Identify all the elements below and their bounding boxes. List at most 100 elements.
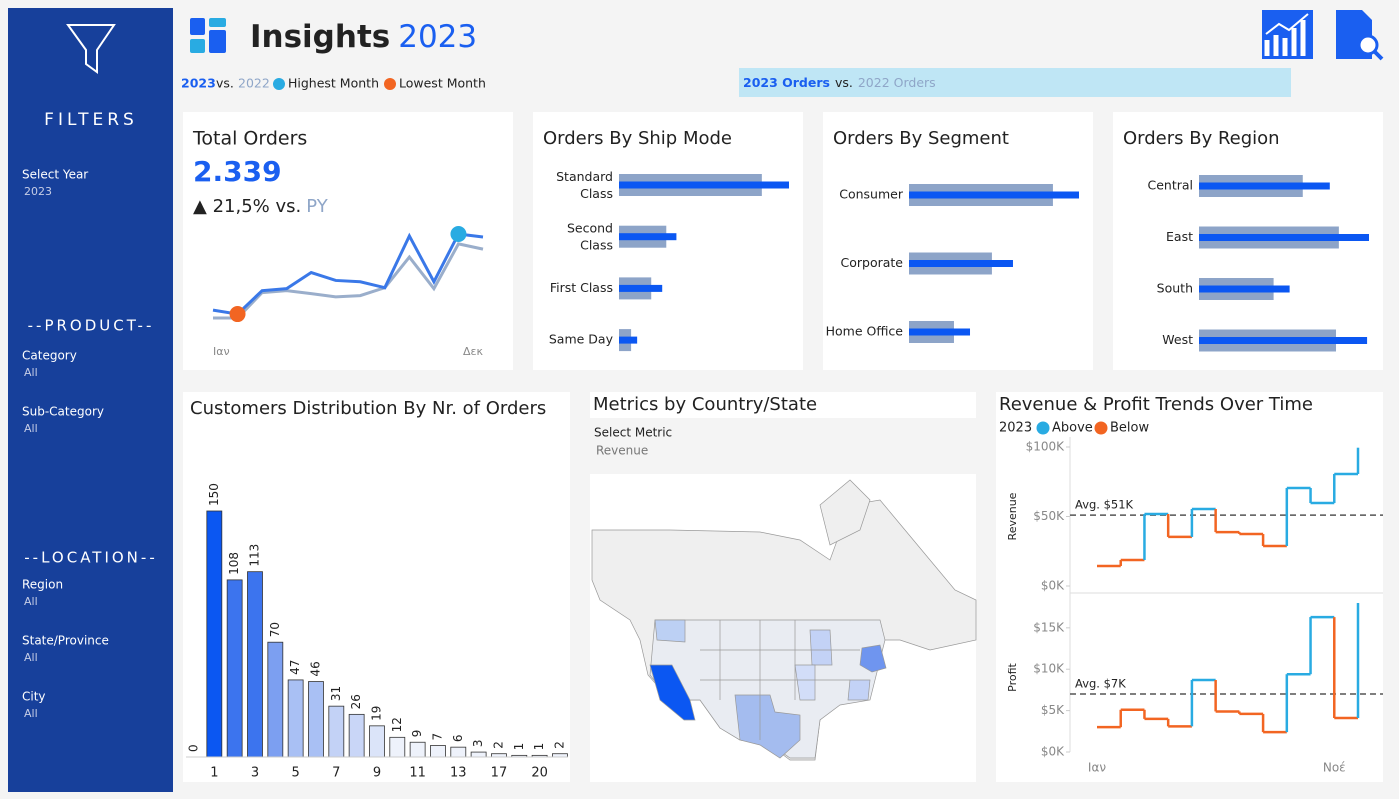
legend-label: Below [1110,421,1149,436]
sidebar: FILTERS Select Year 2023 --PRODUCT-- Cat… [8,8,173,792]
filter-icon [66,24,116,74]
x-tick-label: 7 [332,766,340,781]
bar-current [1199,337,1368,344]
avg-label: Avg. $51K [1075,498,1134,512]
legend-dot [384,78,396,90]
x-tick-label: Ιαν [1088,761,1106,775]
legend-vs: vs. [835,75,853,90]
value-label: 113 [247,544,261,567]
filter-label: Sub-Category [22,405,104,419]
bar [267,641,284,758]
select-label: Select Metric [594,426,672,440]
category-label: East [1166,229,1193,244]
chart-title: Orders By Ship Mode [543,128,732,149]
value-label: 12 [390,717,404,732]
category-label: West [1162,332,1193,347]
highest-marker [450,226,467,242]
bar [308,681,324,758]
logo-tile [209,18,226,27]
filter-value[interactable]: All [24,651,38,664]
search-icon[interactable] [1336,10,1384,61]
value-label: 26 [349,694,363,709]
icon-lens [1357,34,1379,56]
bar [389,736,406,758]
filter-value[interactable]: 2023 [24,185,52,198]
state-il [794,664,816,701]
legend-current: 2023 Orders [743,75,830,90]
x-tick-label: 11 [409,766,426,781]
value-label: 150 [207,483,221,506]
bar-current [1199,182,1330,190]
legend-dot [1036,421,1050,435]
panel [590,392,976,418]
x-tick-label: 9 [373,766,381,781]
y-tick-label: $0K [1041,579,1065,593]
map [591,479,977,761]
page-title: Insights 2023 [250,19,477,55]
x-tick-label: Δεκ [463,345,483,358]
select-value[interactable]: Revenue [596,444,648,458]
bar [328,705,345,758]
filter-label: City [22,690,46,704]
state-ny [859,644,887,673]
icon-line [1265,13,1309,35]
kpi-change: ▲ 21,5% vs. PY [193,196,329,217]
state-tx [734,694,801,759]
bar-current [1199,285,1290,293]
bar-current [619,181,789,189]
logo-tile [209,30,226,53]
bar-current [619,233,677,241]
chart-icon[interactable] [1262,10,1313,59]
y-tick-label: $15K [1033,620,1065,634]
kpi-value: 2.339 [193,155,282,188]
legend-vs: vs. [216,76,234,91]
chart-title: Orders By Region [1123,128,1280,149]
bar [226,579,243,758]
legend-previous: 2022 Orders [858,75,936,90]
x-tick-label: 13 [450,766,467,781]
bar [206,510,223,758]
y-tick-label: $50K [1033,509,1065,523]
bar-current [619,336,638,344]
filter-value[interactable]: All [24,707,38,720]
x-tick-label: 17 [491,766,508,781]
chart-title: Revenue & Profit Trends Over Time [999,394,1313,415]
category-label: Home Office [826,324,904,339]
y-tick-label: $10K [1033,662,1065,676]
bar-current [909,191,1079,199]
icon-bars [1264,20,1306,56]
sidebar-bg [8,8,173,792]
category-label: First Class [550,280,613,295]
label-line: Class [580,237,613,252]
filter-label: Category [22,349,77,363]
value-label: 1 [532,743,546,751]
filter-value[interactable]: All [24,366,38,379]
category-label: Second Class [567,220,613,252]
category-label: Standard Class [556,168,613,200]
icon-handle [1372,49,1384,61]
legend-dot [1094,421,1108,435]
x-tick-label: 1 [210,766,218,781]
value-label: 31 [329,686,343,701]
legend-current: 2023 [181,76,216,91]
bar [450,746,467,758]
value-label: 2 [491,741,505,749]
y-axis-title: Revenue [1006,492,1019,540]
category-label: Central [1147,178,1193,193]
panel [183,112,513,370]
y-axis-title: Profit [1006,662,1019,691]
category-label: Corporate [841,255,904,270]
logo-tile [190,18,205,35]
section-heading: --LOCATION-- [24,549,157,567]
filter-value[interactable]: All [24,595,38,608]
value-label: 7 [430,733,444,741]
filter-value[interactable]: All [24,422,38,435]
legend-highest: Highest Month [288,76,379,91]
category-label: Same Day [549,332,614,347]
state-wa [654,619,686,643]
y-tick-label: $5K [1041,703,1065,717]
y-tick-label: $0K [1041,745,1065,759]
change: ▲ 21,5% vs. [193,196,301,217]
x-tick-label: Ιαν [213,345,230,358]
